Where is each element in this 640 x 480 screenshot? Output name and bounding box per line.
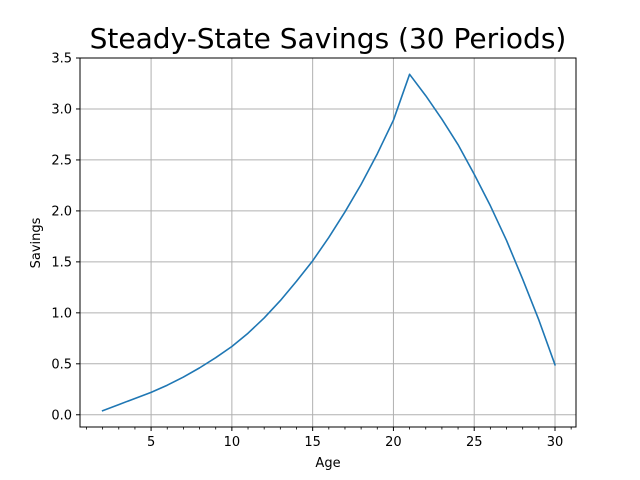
x-tick-label: 30: [547, 435, 564, 450]
x-tick-label: 10: [224, 435, 241, 450]
y-tick-label: 3.0: [51, 102, 72, 117]
y-tick-label: 1.0: [51, 306, 72, 321]
y-tick-label: 2.5: [51, 153, 72, 168]
x-axis: 5 10 15 20 25 30: [86, 427, 572, 450]
series-group: [101, 73, 557, 412]
x-tick-label: 15: [304, 435, 321, 450]
y-tick-label: 2.0: [51, 204, 72, 219]
x-axis-label: Age: [315, 456, 340, 471]
plot-area-background: [80, 58, 576, 427]
y-tick-label: 1.5: [51, 255, 72, 270]
x-tick-label: 5: [147, 435, 155, 450]
y-tick-label: 0.5: [51, 357, 72, 372]
x-tick-label: 20: [385, 435, 402, 450]
y-axis: 0.0 0.5 1.0 1.5 2.0 2.5 3.0 3.5: [51, 52, 80, 423]
y-tick-label: 0.0: [51, 408, 72, 423]
y-tick-label: 3.5: [51, 52, 72, 67]
plot-frame: [79, 57, 577, 428]
chart-title: Steady-State Savings (30 Periods): [90, 22, 567, 55]
series-line: [101, 73, 557, 412]
x-tick-label: 25: [466, 435, 483, 450]
y-axis-label: Savings: [29, 217, 44, 268]
